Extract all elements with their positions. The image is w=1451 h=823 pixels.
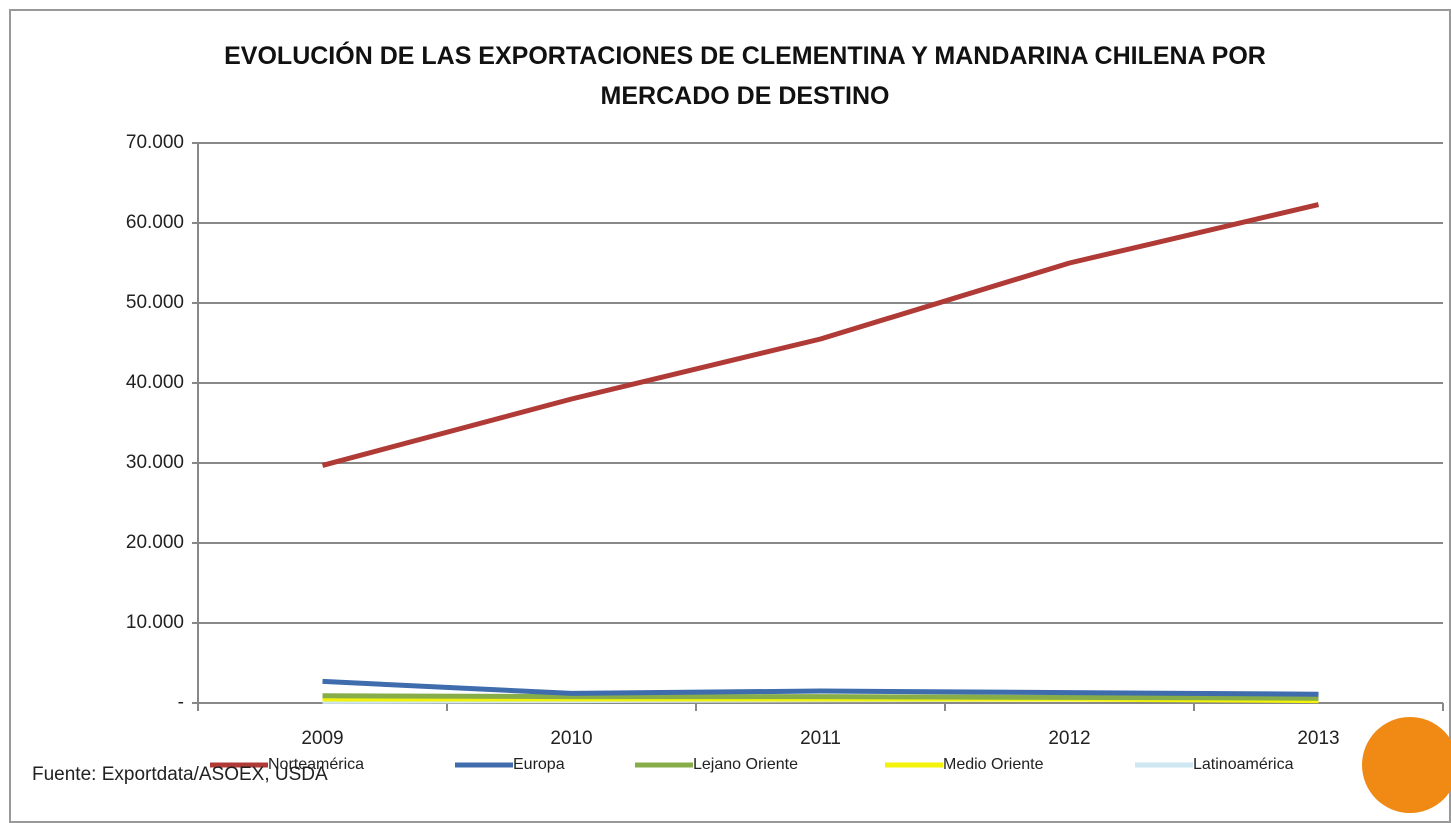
series-line [322, 693, 1319, 701]
chart-title: EVOLUCIÓN DE LAS EXPORTACIONES DE CLEMEN… [224, 42, 1266, 110]
y-tick-label: 60.000 [126, 212, 184, 233]
x-tick-label: 2012 [1048, 728, 1090, 749]
y-tick-label: 70.000 [126, 132, 184, 153]
legend-label: Europa [513, 756, 565, 773]
y-tick-label: 50.000 [126, 292, 184, 313]
y-tick-label: 40.000 [126, 372, 184, 393]
y-tick-label: - [178, 692, 184, 713]
legend-label: Latinoamérica [1193, 756, 1294, 773]
legend-label: Norteamérica [268, 756, 364, 773]
series-line [321, 202, 1320, 468]
x-tick-label: 2013 [1297, 728, 1339, 749]
logo [1362, 717, 1451, 813]
y-tick-label: 10.000 [126, 612, 184, 633]
x-tick-label: 2010 [550, 728, 592, 749]
frame [9, 9, 1451, 823]
source-note: Fuente: Exportdata/ASOEX, USDA [32, 764, 328, 785]
legend-label: Medio Oriente [943, 756, 1044, 773]
y-tick-label: 20.000 [126, 532, 184, 553]
series-line [322, 678, 1319, 697]
y-tick-label: 30.000 [126, 452, 184, 473]
x-tick-label: 2009 [301, 728, 343, 749]
x-tick-label: 2011 [800, 728, 841, 749]
legend-label: Lejano Oriente [693, 756, 798, 773]
